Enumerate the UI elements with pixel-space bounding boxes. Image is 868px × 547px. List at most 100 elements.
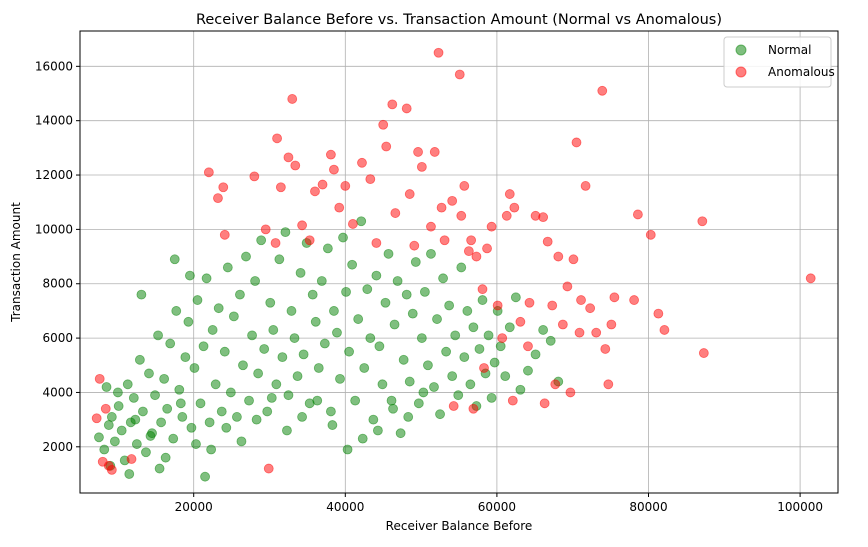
point-anomalous [91,413,102,424]
point-normal [145,431,156,441]
point-anomalous [213,193,223,204]
point-normal [251,414,262,425]
point-normal [225,387,236,398]
point-normal [545,335,556,346]
point-anomalous [507,395,518,406]
point-normal [171,306,182,316]
point-anomalous [219,229,230,240]
point-anomalous [100,403,111,414]
point-anomalous [378,119,389,130]
point-normal [192,295,203,305]
point-anomalous [275,182,286,193]
point-anomalous [448,401,459,411]
point-anomalous [459,181,470,191]
point-normal [280,227,291,238]
point-normal [200,471,210,482]
point-normal [191,439,201,449]
point-normal [113,387,123,398]
point-anomalous [547,300,558,311]
point-anomalous [404,189,415,199]
point-normal [483,330,494,341]
point-normal [165,338,176,349]
series-anomalous [91,47,816,475]
point-normal [247,330,257,341]
point-anomalous [310,186,320,197]
point-anomalous [501,210,512,221]
y-axis-ticks: 2000 4000 6000 8000 10000 12000 14000 16000 [35,59,80,454]
point-normal [138,406,148,417]
point-anomalous [542,236,553,247]
point-anomalous [340,181,351,191]
point-anomalous [381,141,392,152]
point-normal [523,365,533,376]
point-normal [113,401,124,411]
point-normal [423,360,433,371]
point-anomalous [456,210,467,221]
point-normal [235,289,245,300]
point-anomalous [492,300,503,311]
point-normal [109,436,120,447]
point-anomalous [477,284,488,295]
point-normal [389,319,400,330]
point-anomalous [297,220,307,231]
point-normal [175,398,186,409]
point-normal [500,371,511,382]
point-anomalous [454,69,465,80]
point-normal [219,346,230,357]
point-anomalous [557,319,568,330]
x-axis-label: Receiver Balance Before [386,519,533,533]
point-anomalous [497,333,508,343]
point-anomalous [585,303,596,314]
point-anomalous [325,149,336,160]
point-normal [128,392,139,403]
point-normal [262,406,273,417]
point-normal [256,235,267,246]
point-normal [444,300,455,311]
point-normal [310,316,321,327]
point-anomalous [645,229,656,240]
point-normal [453,390,464,401]
plot-frame [79,30,839,494]
point-normal [153,330,163,341]
point-normal [289,333,300,343]
legend-frame [723,36,832,88]
point-normal [159,373,170,384]
point-anomalous [433,47,444,58]
point-anomalous [94,373,105,384]
point-normal [372,425,383,436]
point-anomalous [106,464,117,475]
point-normal [136,289,147,300]
point-normal [204,417,215,428]
point-normal [236,436,247,447]
point-anomalous [357,157,367,168]
point-anomalous [574,327,585,338]
y-axis-label: Transaction Amount [9,202,23,323]
point-normal [130,414,141,425]
point-anomalous [347,219,358,229]
point-anomalous [550,379,561,390]
point-anomalous [317,179,328,190]
point-anomalous [629,295,639,305]
point-normal [244,395,254,406]
y-tick-label: 6000 [42,331,73,345]
point-normal [283,390,294,401]
point-normal [206,444,217,455]
point-normal [103,420,114,430]
point-normal [489,357,500,368]
y-tick-label: 16000 [35,59,73,73]
point-normal [403,412,414,422]
point-normal [418,387,429,398]
point-normal [319,338,330,349]
x-axis-ticks: 20000 40000 60000 80000 100000 [175,493,823,514]
point-anomalous [390,208,401,218]
point-normal [295,267,306,278]
point-normal [210,379,221,390]
point-anomalous [304,235,315,246]
point-normal [259,344,270,354]
legend-label-normal: Normal [768,43,811,57]
point-normal [419,286,430,297]
point-normal [432,314,442,324]
point-normal [416,333,427,343]
point-normal [316,276,327,286]
